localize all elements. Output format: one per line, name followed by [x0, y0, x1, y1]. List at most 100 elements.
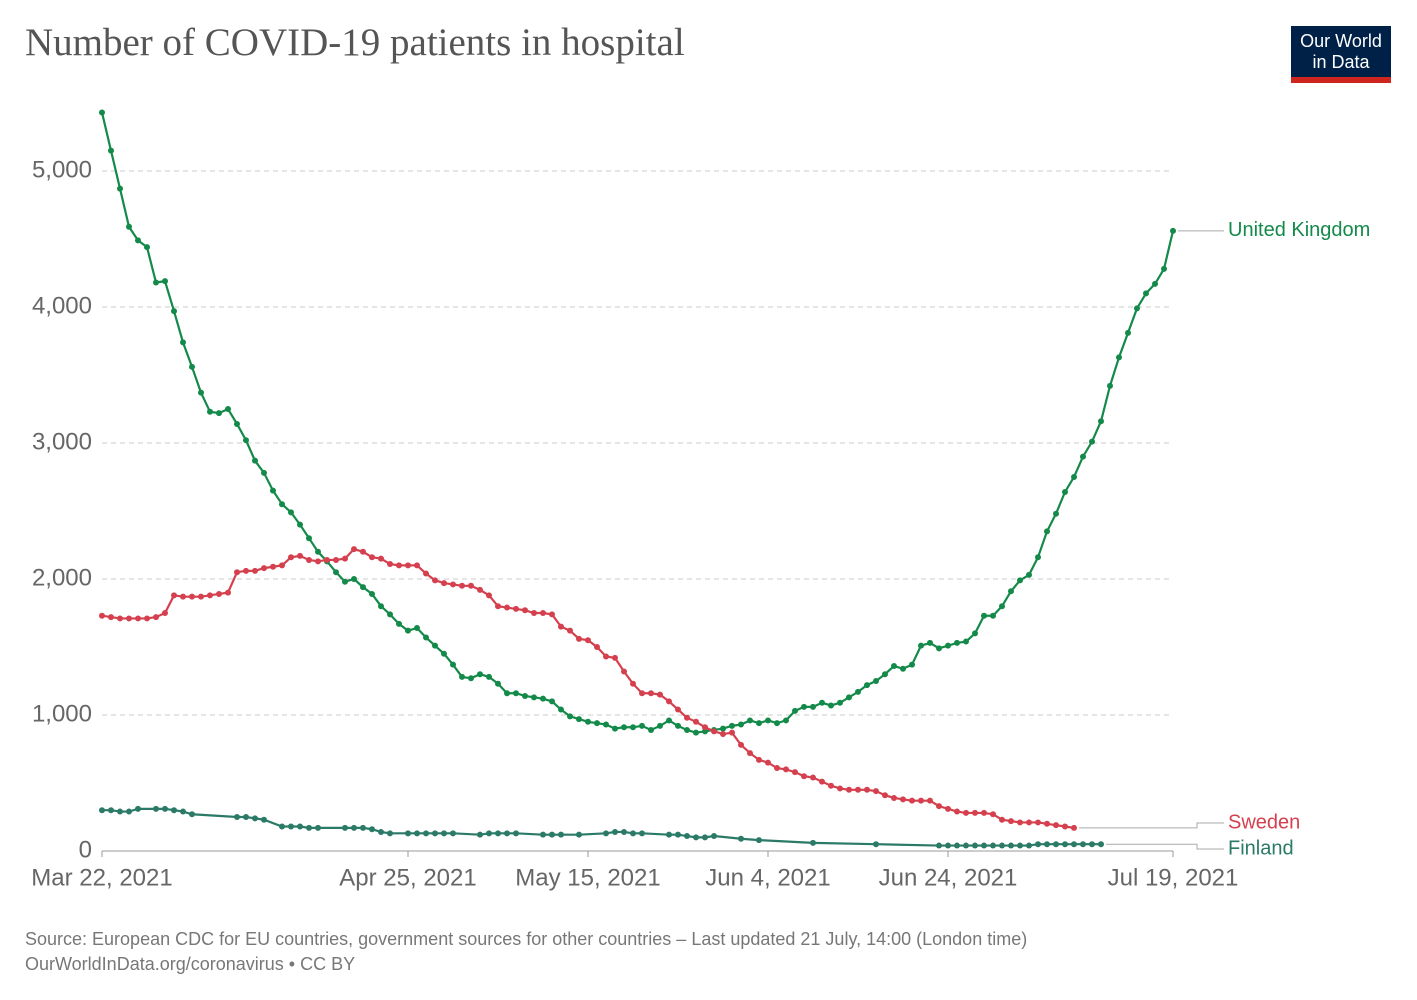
label-connector [1079, 822, 1224, 829]
data-point [1026, 842, 1032, 849]
data-point [432, 577, 438, 584]
data-point [513, 690, 519, 697]
data-point [576, 831, 582, 838]
data-point [612, 828, 618, 835]
data-point [801, 703, 807, 710]
data-point [657, 691, 663, 698]
data-point [675, 706, 681, 713]
data-point [279, 501, 285, 508]
data-point [873, 788, 879, 795]
data-point [981, 842, 987, 849]
data-point [333, 556, 339, 563]
data-point [702, 834, 708, 841]
data-point [738, 721, 744, 728]
data-point [594, 644, 600, 650]
data-point [486, 592, 492, 599]
data-point [108, 614, 114, 621]
data-point [126, 223, 132, 230]
data-point [1089, 438, 1095, 445]
data-point [693, 718, 699, 725]
data-point [945, 642, 951, 649]
data-point [666, 831, 672, 838]
data-point [612, 654, 618, 661]
data-point [900, 665, 906, 672]
data-point [999, 842, 1005, 849]
y-tick-label: 2,000 [32, 564, 92, 591]
data-point [540, 695, 546, 702]
source: OurWorldInData.org/coronavirus • CC BY [25, 954, 355, 974]
data-point [378, 828, 384, 835]
data-point [666, 717, 672, 724]
data-point [270, 563, 276, 570]
data-point [279, 823, 285, 830]
data-point [441, 580, 447, 587]
data-point [783, 766, 789, 773]
data-point [450, 661, 456, 668]
data-point [576, 635, 582, 642]
data-point [567, 627, 573, 634]
data-point [117, 185, 123, 192]
data-point [621, 828, 627, 835]
data-point [765, 759, 771, 766]
y-tick-label: 3,000 [32, 428, 92, 455]
data-point [189, 593, 195, 600]
logo-text: Our World [1300, 31, 1382, 51]
data-point [522, 692, 528, 699]
data-point [684, 726, 690, 733]
series-line [102, 807, 1101, 847]
data-point [756, 720, 762, 727]
data-point [882, 792, 888, 799]
data-point [954, 639, 960, 646]
data-point [1053, 841, 1059, 848]
data-point [720, 725, 726, 732]
data-point [1062, 823, 1068, 830]
data-point [1098, 418, 1104, 425]
x-tick-label: Jun 24, 2021 [879, 864, 1018, 891]
data-point [342, 555, 348, 562]
data-point [243, 814, 249, 820]
data-point [1017, 819, 1023, 826]
data-point [144, 244, 150, 251]
data-point [288, 509, 294, 516]
data-point [198, 389, 204, 396]
data-point [216, 410, 222, 417]
data-point [747, 750, 753, 757]
data-point [756, 837, 762, 844]
data-point [792, 707, 798, 714]
data-point [891, 794, 897, 801]
data-point [234, 569, 240, 576]
data-point [180, 593, 186, 600]
data-point [252, 815, 258, 822]
data-point [423, 830, 429, 837]
data-point [990, 612, 996, 619]
data-point [585, 637, 591, 644]
data-point [963, 638, 969, 645]
data-point [639, 830, 645, 837]
data-point [252, 457, 258, 464]
data-point [873, 841, 879, 848]
data-point [630, 830, 636, 837]
data-point [135, 805, 141, 812]
data-point [225, 589, 231, 596]
data-point [513, 830, 519, 837]
data-point [261, 469, 267, 476]
logo [1291, 26, 1391, 77]
data-point [423, 634, 429, 641]
data-point [153, 614, 159, 621]
logo-text: in Data [1312, 52, 1370, 72]
data-point [774, 765, 780, 772]
data-point [1017, 577, 1023, 584]
data-point [468, 582, 474, 589]
data-point [504, 830, 510, 837]
legend-label: Sweden [1228, 811, 1300, 833]
data-point [1152, 280, 1158, 287]
x-tick-label: Mar 22, 2021 [31, 864, 172, 891]
data-point [603, 653, 609, 660]
data-point [666, 698, 672, 705]
data-point [900, 796, 906, 803]
data-point [837, 699, 843, 706]
data-point [873, 678, 879, 684]
data-point [225, 406, 231, 412]
data-point [495, 680, 501, 687]
data-point [603, 830, 609, 837]
